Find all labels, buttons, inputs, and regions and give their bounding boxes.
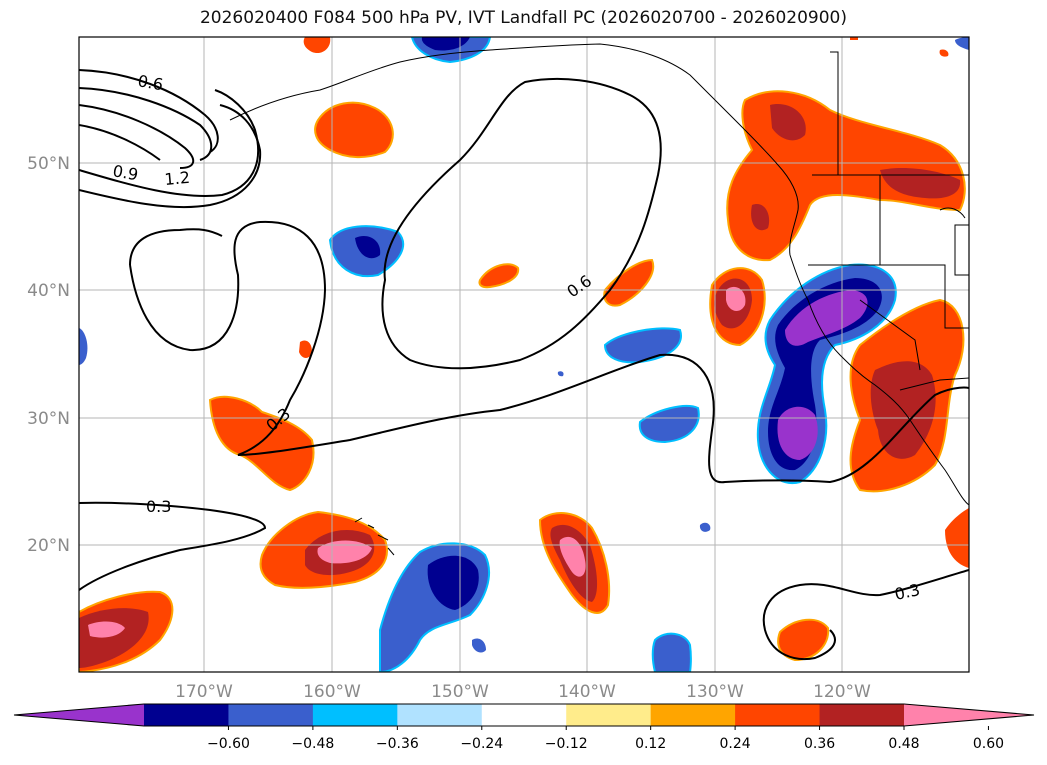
lat-label-30n: 30°N [27, 409, 70, 429]
colorbar-tick-label: −0.48 [291, 736, 334, 752]
contour-label: 1.2 [164, 168, 191, 189]
contour-label: 0.3 [893, 580, 922, 604]
lon-label-130w: 130°W [686, 682, 744, 702]
map-frame [78, 36, 970, 673]
colorbar-tick-label: −0.36 [376, 736, 419, 752]
colorbar-tick-label: 0.12 [635, 736, 666, 752]
contour-label: 0.9 [111, 161, 139, 184]
colorbar-swatch [566, 704, 652, 726]
colorbar-extension-high [904, 704, 1034, 726]
pv-contours [79, 69, 969, 660]
lon-label-170w: 170°W [175, 682, 233, 702]
colorbar-swatch [650, 704, 736, 726]
map-title: 2026020400 F084 500 hPa PV, IVT Landfall… [199, 8, 847, 28]
lon-label-120w: 120°W [813, 682, 871, 702]
colorbar-tick-label: 0.60 [973, 736, 1004, 752]
colorbar-swatch [312, 704, 398, 726]
colorbar-swatch [819, 704, 905, 726]
colorbar-tick-label: −0.60 [207, 736, 250, 752]
colorbar-swatch [397, 704, 483, 726]
colorbar-tick-label: 0.36 [804, 736, 835, 752]
colorbar-swatch [735, 704, 821, 726]
lat-label-40n: 40°N [27, 281, 70, 301]
latitude-labels: 50°N 40°N 30°N 20°N [27, 154, 70, 556]
colorbar-swatch [228, 704, 314, 726]
colorbar-tick-label: 0.48 [888, 736, 919, 752]
coastlines [229, 43, 969, 556]
colorbar: −0.60 −0.48 −0.36 −0.24 −0.12 0.12 0.24 0.36 0.4… [13, 703, 1035, 752]
colorbar-tick-label: −0.12 [545, 736, 588, 752]
longitude-labels: 170°W 160°W 150°W 140°W 130°W 120°W [175, 682, 871, 702]
lat-label-20n: 20°N [27, 536, 70, 556]
contour-label: 0.3 [146, 497, 171, 516]
lat-lon-grid [79, 37, 969, 672]
lon-label-140w: 140°W [558, 682, 616, 702]
colorbar-tick-label: 0.24 [720, 736, 751, 752]
lat-label-50n: 50°N [27, 154, 70, 174]
lon-label-150w: 150°W [431, 682, 489, 702]
negative-anomaly-fill [79, 37, 969, 672]
contour-label: 0.6 [136, 71, 164, 94]
colorbar-outline [13, 703, 1035, 727]
colorbar-swatch [144, 704, 229, 726]
lon-label-160w: 160°W [303, 682, 361, 702]
colorbar-swatch [481, 704, 567, 726]
colorbar-extension-low [14, 704, 144, 726]
colorbar-tick-label: −0.24 [460, 736, 503, 752]
positive-anomaly-fill [79, 37, 969, 672]
